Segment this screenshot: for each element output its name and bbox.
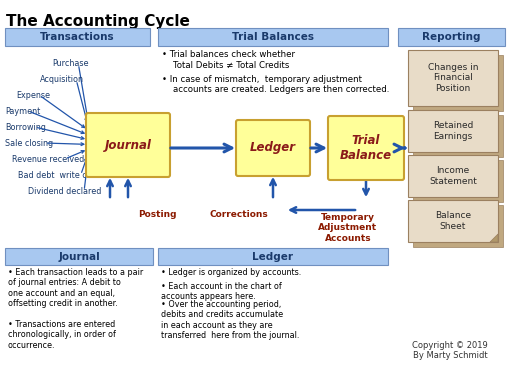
Text: • Trial balances check whether
    Total Debits ≠ Total Credits: • Trial balances check whether Total Deb… <box>162 50 294 69</box>
Text: • Transactions are entered
chronologically, in order of
occurrence.: • Transactions are entered chronological… <box>8 320 116 350</box>
Bar <box>397 28 504 46</box>
Bar <box>412 55 502 111</box>
Text: • Ledger is organized by accounts.: • Ledger is organized by accounts. <box>161 268 301 277</box>
FancyBboxPatch shape <box>327 116 403 180</box>
Text: Trial Balances: Trial Balances <box>232 32 314 42</box>
Text: • Each transaction leads to a pair
of journal entries: A debit to
one account an: • Each transaction leads to a pair of jo… <box>8 268 143 308</box>
Text: Dividend declared: Dividend declared <box>28 186 101 195</box>
Bar <box>407 200 497 242</box>
Text: Payment: Payment <box>5 107 40 115</box>
Bar <box>412 205 502 247</box>
Text: • Over the accounting period,
debits and credits accumulate
in each account as t: • Over the accounting period, debits and… <box>161 300 299 340</box>
Bar <box>412 160 502 202</box>
Bar <box>5 248 153 265</box>
Text: Ledger: Ledger <box>252 252 293 261</box>
Text: Income
Statement: Income Statement <box>428 166 476 186</box>
FancyBboxPatch shape <box>236 120 309 176</box>
Text: Transactions: Transactions <box>40 32 114 42</box>
Text: Ledger: Ledger <box>249 142 295 154</box>
Text: Changes in
Financial
Position: Changes in Financial Position <box>427 63 477 93</box>
Bar <box>407 50 497 106</box>
Text: Reporting: Reporting <box>421 32 479 42</box>
Bar <box>158 248 387 265</box>
Text: Sale closing: Sale closing <box>5 139 53 147</box>
Text: Corrections: Corrections <box>210 210 268 219</box>
FancyBboxPatch shape <box>86 113 169 177</box>
Text: Acquisition: Acquisition <box>40 76 84 85</box>
Bar <box>412 115 502 157</box>
Text: Retained
Earnings: Retained Earnings <box>432 121 472 141</box>
Bar <box>407 155 497 197</box>
Text: Journal: Journal <box>104 139 151 151</box>
Text: Bad debt  write off: Bad debt write off <box>18 171 93 179</box>
Text: • In case of mismatch,  temporary adjustment
    accounts are created. Ledgers a: • In case of mismatch, temporary adjustm… <box>162 75 388 95</box>
Polygon shape <box>489 234 497 242</box>
Text: Revenue received: Revenue received <box>12 154 84 164</box>
Text: Balance
Sheet: Balance Sheet <box>434 211 470 231</box>
Bar <box>158 28 387 46</box>
Text: Purchase: Purchase <box>52 59 89 68</box>
Text: Temporary
Adjustment
Accounts: Temporary Adjustment Accounts <box>318 213 377 243</box>
Text: Copyright © 2019
By Marty Schmidt: Copyright © 2019 By Marty Schmidt <box>411 340 487 360</box>
Bar <box>407 110 497 152</box>
Text: Borrowing: Borrowing <box>5 122 46 132</box>
Text: Posting: Posting <box>138 210 176 219</box>
Text: The Accounting Cycle: The Accounting Cycle <box>6 14 189 29</box>
Bar <box>5 28 150 46</box>
Text: Trial
Balance: Trial Balance <box>340 134 391 162</box>
Text: • Each account in the chart of
accounts appears here.: • Each account in the chart of accounts … <box>161 282 281 301</box>
Text: Expense: Expense <box>16 90 50 100</box>
Text: Journal: Journal <box>58 252 100 261</box>
